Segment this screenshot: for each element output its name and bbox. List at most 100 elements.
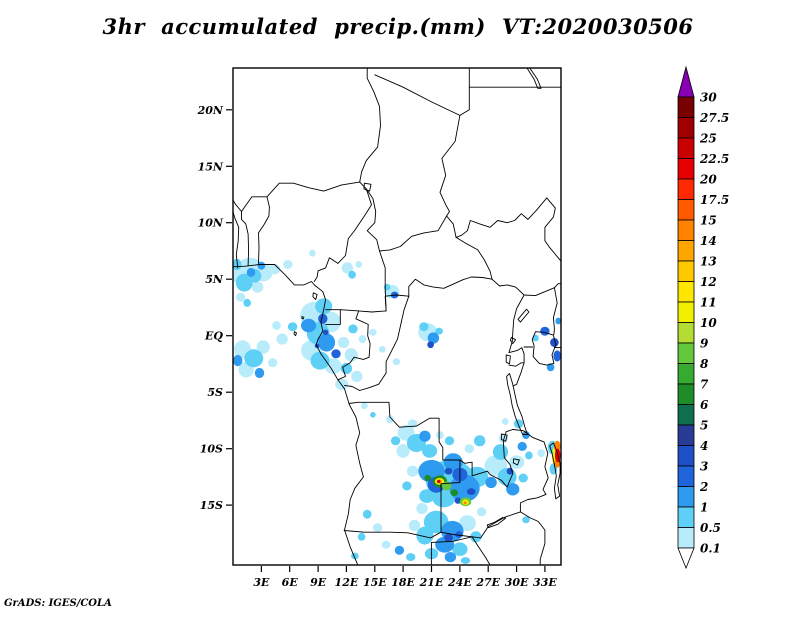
precip-cell [419, 489, 435, 503]
precip-cell [427, 332, 440, 344]
colorbar-segment [677, 281, 695, 303]
colorbar-segment [677, 527, 695, 549]
country-border [325, 309, 341, 325]
colorbar-segment [677, 158, 695, 180]
colorbar-segment [677, 404, 695, 426]
country-border [519, 511, 546, 565]
lon-tick-label: 24E [447, 576, 472, 589]
country-border [459, 68, 470, 116]
country-border [455, 197, 548, 238]
country-border [542, 441, 549, 495]
colorbar-segment [677, 117, 695, 139]
precip-cell [443, 453, 463, 472]
precip-cell [369, 328, 377, 336]
lat-tick-label: 10N [198, 217, 224, 230]
country-border [384, 294, 410, 312]
precip-cell [517, 441, 527, 451]
lake-outline [531, 331, 557, 366]
precip-cell [408, 519, 421, 532]
precip-cell [268, 358, 278, 368]
precip-cell [506, 483, 520, 496]
precip-cell [449, 474, 480, 502]
country-border [233, 199, 242, 212]
lake-outline [549, 442, 561, 500]
colorbar-segment [677, 363, 695, 385]
lon-tick-label: 30E [505, 576, 529, 589]
country-border [379, 215, 448, 252]
precip-cell [444, 436, 455, 446]
precip-cell [466, 488, 476, 495]
precip-cell [522, 431, 530, 440]
colorbar-tick-label: 11 [700, 296, 717, 310]
precip-cell [537, 449, 545, 458]
precip-cell [341, 262, 354, 274]
precip-cell [470, 531, 482, 543]
lake-outline [486, 517, 507, 529]
precip-cell [379, 345, 386, 353]
island-outline [312, 292, 318, 301]
precip-cell [344, 348, 358, 362]
latitude-axis: 20N 15N 10N 5N EQ 5S 10S 15S [197, 104, 232, 512]
colorbar-segment [677, 486, 695, 508]
precip-cell [546, 363, 555, 372]
colorbar-tick-label: 1 [700, 501, 708, 515]
country-border [508, 362, 525, 367]
colorbar-tick-label: 15 [700, 214, 717, 228]
island-outline [301, 316, 305, 320]
precip-cell [362, 509, 372, 519]
map-area [233, 68, 561, 565]
precip-cell [419, 322, 429, 332]
colorbar-tick-label: 25 [699, 132, 717, 146]
colorbar-segment [677, 506, 695, 528]
precip-cell [416, 502, 428, 515]
precip-cell [474, 435, 486, 447]
precip-cell [392, 358, 401, 366]
country-border [359, 181, 380, 252]
lon-tick-label: 12E [335, 576, 359, 589]
lon-tick-label: 18E [391, 576, 415, 589]
country-border [552, 287, 558, 336]
country-border [544, 197, 561, 262]
precip-shading [233, 249, 561, 564]
colorbar-tick-label: 5 [700, 419, 708, 433]
country-border [233, 211, 240, 269]
lakes-and-islands [293, 68, 561, 529]
precip-cell [233, 355, 243, 367]
precip-cell [458, 515, 476, 532]
grads-credit: GrADS: IGES/COLA [4, 598, 112, 609]
precip-cell [301, 318, 317, 333]
precip-cell [244, 349, 264, 368]
colorbar-tick-label: 30 [700, 91, 717, 105]
colorbar-segment [677, 383, 695, 405]
precip-cell [256, 340, 270, 354]
precip-cell [331, 349, 341, 359]
precip-cell [513, 419, 524, 429]
precip-cell [372, 523, 383, 533]
precip-cell [464, 444, 474, 454]
precip-cell [492, 444, 509, 460]
precip-cell [386, 415, 394, 424]
precip-cell [283, 260, 293, 269]
precip-cell [455, 531, 463, 538]
colorbar-tick-label: 20 [699, 173, 717, 187]
colorbar-below-min-arrow [677, 547, 695, 570]
country-border [374, 74, 461, 116]
precip-cell [406, 465, 419, 477]
precip-cell [463, 501, 467, 505]
lake-outline [517, 308, 530, 323]
colorbar-tick-label: 13 [700, 255, 717, 269]
precip-cell [444, 533, 453, 542]
precip-cell [555, 317, 561, 325]
country-border [313, 188, 372, 282]
country-border [337, 310, 371, 381]
country-border [325, 309, 387, 313]
precip-cell [416, 526, 434, 545]
country-border [512, 429, 545, 443]
lake-outline [500, 433, 508, 442]
precip-cell [361, 402, 368, 410]
colorbar-tick-label: 14 [700, 234, 717, 248]
lon-tick-label: 3E [253, 576, 270, 589]
colorbar-above-max-arrow [677, 65, 695, 98]
